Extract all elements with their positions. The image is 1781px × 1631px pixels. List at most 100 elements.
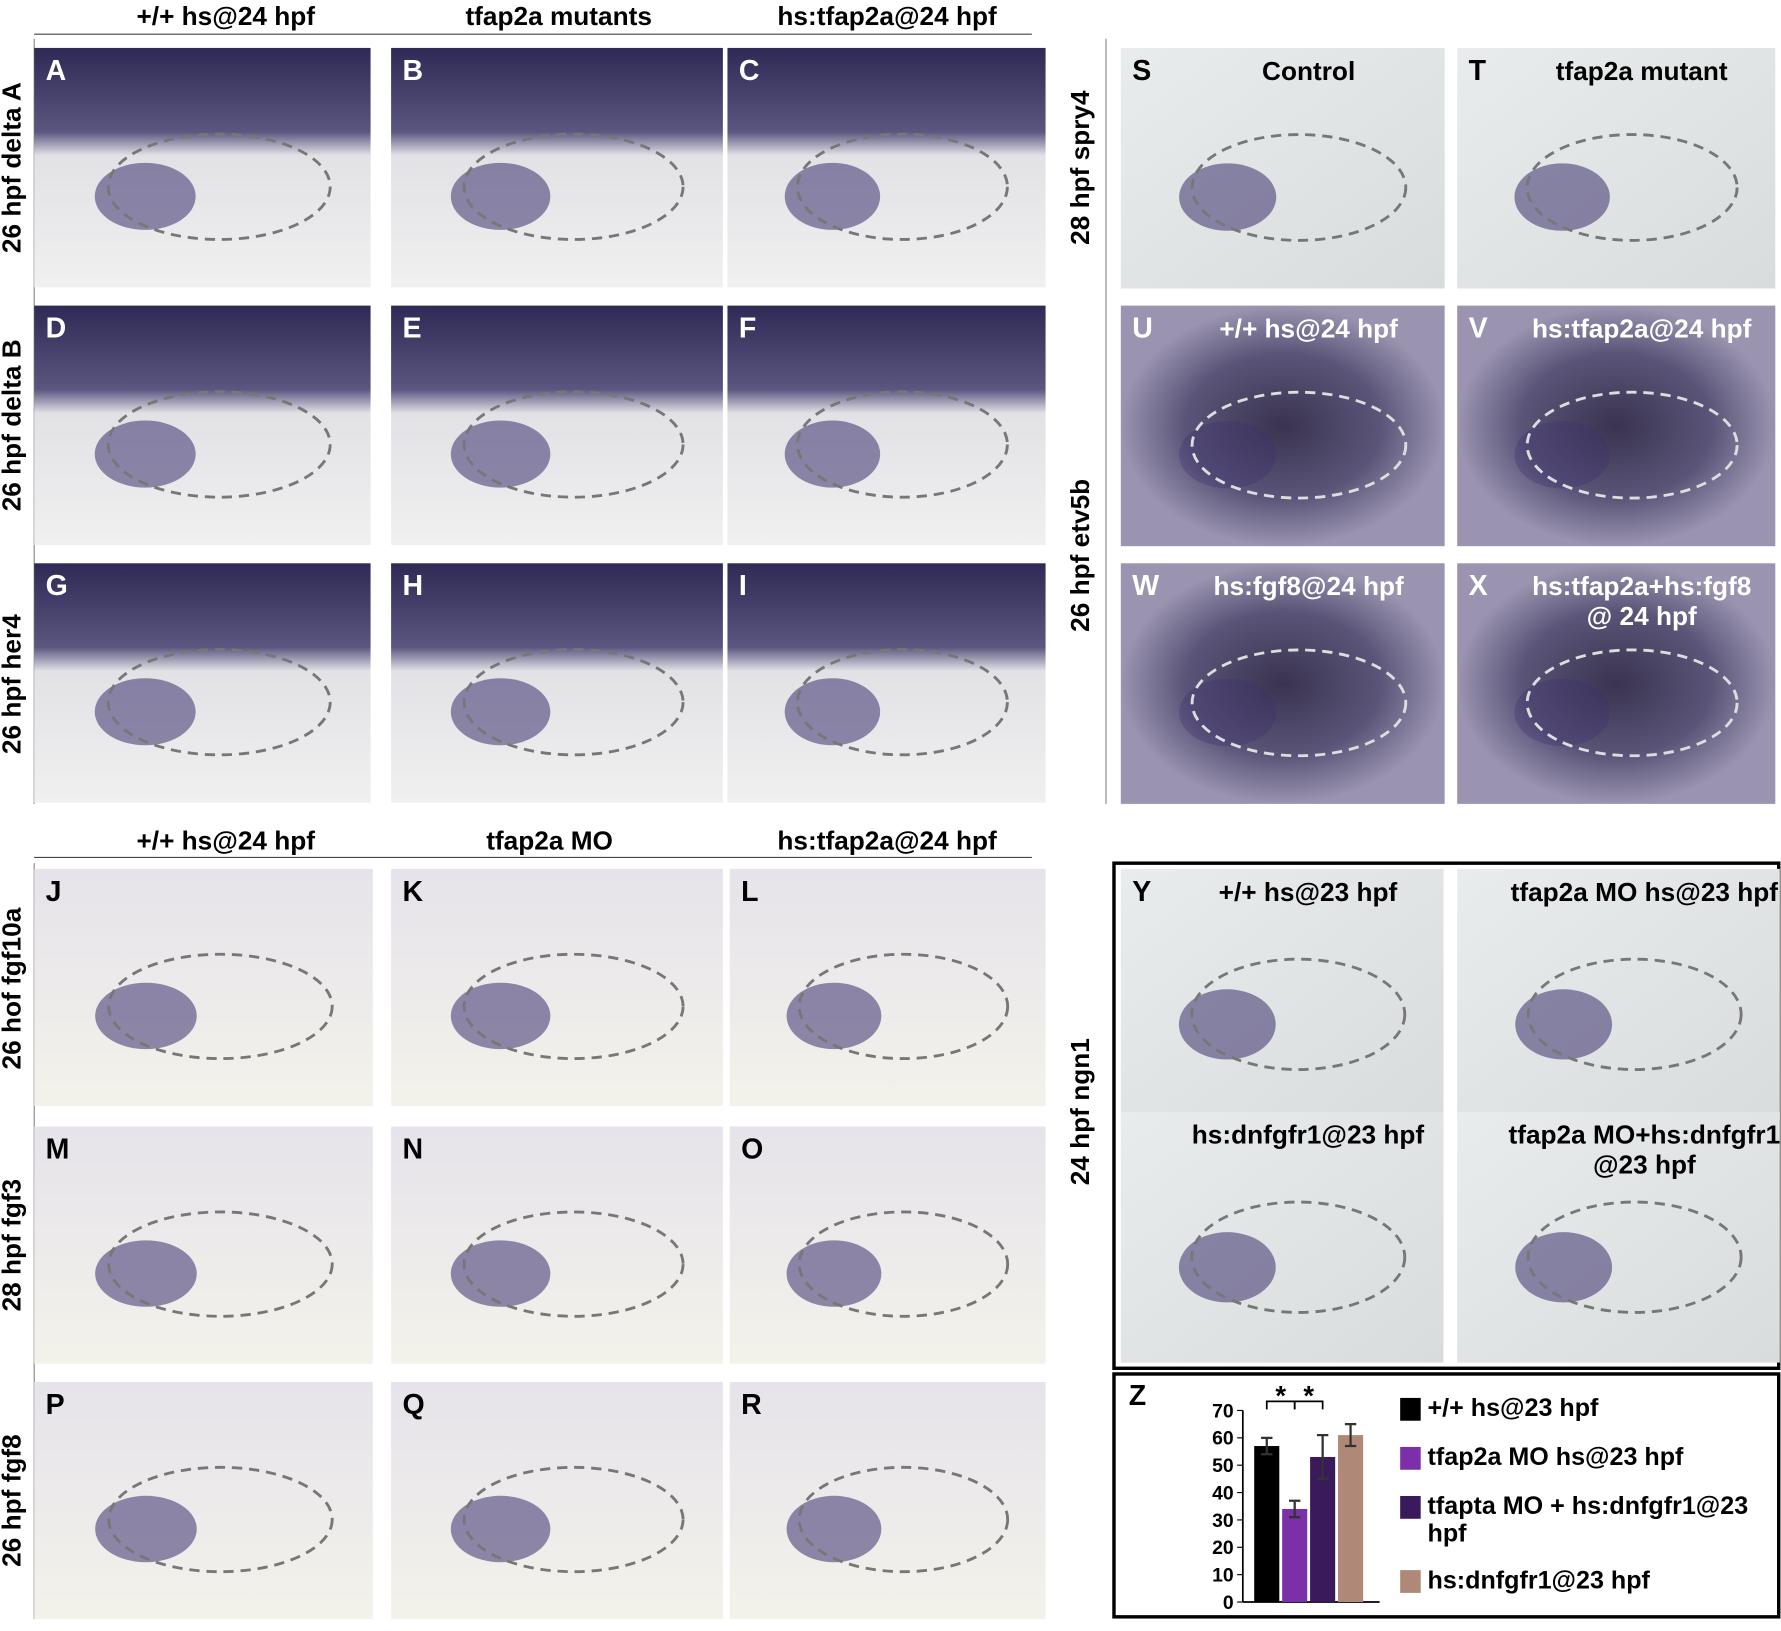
micrograph <box>1120 563 1445 804</box>
micrograph <box>391 305 723 546</box>
stain <box>450 420 551 488</box>
legend-entry: +/+ hs@23 hpf <box>1427 1394 1599 1422</box>
panel-letter: K <box>402 876 423 908</box>
stain <box>450 1495 551 1563</box>
panel-letter: D <box>46 313 67 345</box>
panel-letter: Q <box>402 1389 424 1421</box>
legend-swatch <box>1400 1446 1421 1470</box>
legend-swatch <box>1400 1570 1421 1593</box>
otic-vesicle-outline <box>1525 390 1739 500</box>
y-tick-label: 60 <box>1212 1428 1234 1450</box>
micrograph <box>1457 1111 1780 1363</box>
y-tick-label: 0 <box>1223 1592 1234 1614</box>
micrograph <box>34 1126 373 1364</box>
stain <box>786 982 882 1050</box>
micrograph <box>391 47 723 288</box>
otic-vesicle-outline <box>107 952 334 1061</box>
stain <box>1178 1232 1276 1303</box>
significance-bracket <box>1293 1400 1324 1410</box>
stain <box>1178 989 1276 1060</box>
error-bar <box>1289 1499 1301 1519</box>
error-bar <box>1316 1433 1329 1481</box>
panel-letter: R <box>741 1389 762 1421</box>
otic-vesicle-outline <box>1525 133 1739 242</box>
otic-vesicle-outline <box>1190 957 1407 1071</box>
row-label: 26 hpf etv5b <box>1065 479 1095 632</box>
otic-vesicle-outline <box>107 1465 334 1574</box>
micrograph <box>729 868 1046 1107</box>
otic-vesicle-outline <box>1526 1200 1743 1314</box>
micrograph <box>34 868 373 1107</box>
stain <box>450 982 551 1050</box>
legend-entry: hs:dnfgfr1@23 hpf <box>1427 1566 1650 1595</box>
significance-mark: * <box>1303 1380 1314 1411</box>
legend-label: tfapta MO + hs:dnfgfr1@23 hpf <box>1427 1492 1749 1548</box>
legend-swatch <box>1400 1495 1421 1519</box>
y-tick-label: 10 <box>1212 1564 1234 1586</box>
error-bar <box>1261 1436 1273 1456</box>
chart-frame <box>1112 1372 1781 1619</box>
panel-letter: B <box>402 55 423 87</box>
panel-letter: W <box>1132 570 1159 602</box>
micrograph <box>727 305 1046 546</box>
otic-vesicle-outline <box>462 1465 685 1574</box>
row-label: 26 hof fgf10a <box>0 907 27 1069</box>
otic-vesicle-outline <box>796 648 1009 757</box>
stain <box>784 162 881 230</box>
micrograph <box>34 563 371 803</box>
column-header: tfap2a mutants <box>465 1 651 31</box>
otic-vesicle-outline <box>1525 648 1739 758</box>
column-header: hs:tfap2a@24 hpf <box>777 1 997 31</box>
legend-label: hs:dnfgfr1@23 hpf <box>1427 1566 1650 1595</box>
stain <box>1514 678 1610 747</box>
stain <box>95 982 197 1050</box>
stain <box>450 162 551 230</box>
row-label: 26 hpf her4 <box>0 614 27 754</box>
micrograph <box>1120 1111 1444 1363</box>
panel-caption: hs:tfap2a@24 hpf <box>1532 314 1752 344</box>
micrograph <box>729 1126 1046 1364</box>
panel-caption: Control <box>1262 56 1355 86</box>
stain <box>94 420 196 488</box>
micrograph <box>1120 868 1444 1120</box>
column-header: +/+ hs@24 hpf <box>136 825 315 855</box>
stain <box>450 1240 551 1307</box>
row-label: 26 hpf delta A <box>0 82 27 253</box>
panel-caption: tfap2a MO hs@23 hpf <box>1511 877 1779 907</box>
otic-vesicle-outline <box>106 648 332 757</box>
micrograph <box>1120 47 1445 289</box>
row-label: 24 hpf ngn1 <box>1065 1038 1095 1185</box>
panel-letter: T <box>1469 55 1487 87</box>
y-tick-label: 70 <box>1212 1400 1234 1422</box>
micrograph <box>727 563 1046 803</box>
bar <box>1338 1435 1364 1603</box>
micrograph <box>1120 305 1445 547</box>
legend-entry: tfapta MO + hs:dnfgfr1@23 hpf <box>1427 1492 1749 1548</box>
panel-letter: V <box>1469 313 1488 345</box>
panel-letter: M <box>46 1133 70 1165</box>
y-tick-label: 20 <box>1212 1537 1234 1559</box>
legend-label: +/+ hs@23 hpf <box>1427 1394 1599 1422</box>
micrograph <box>1457 305 1776 547</box>
y-tick-label: 50 <box>1212 1455 1234 1477</box>
otic-vesicle-outline <box>107 1210 334 1318</box>
stain <box>1179 678 1277 747</box>
panel-caption: +/+ hs@24 hpf <box>1219 314 1398 344</box>
otic-vesicle-outline <box>1190 133 1408 242</box>
micrograph <box>727 47 1046 288</box>
panel-letter: O <box>741 1133 763 1165</box>
stain <box>784 678 881 746</box>
y-tick-label: 30 <box>1212 1510 1234 1532</box>
stain <box>786 1240 882 1307</box>
stain <box>1514 421 1610 489</box>
panel-letter: E <box>402 313 421 345</box>
bar <box>1282 1508 1308 1603</box>
panel-caption: hs:dnfgfr1@23 hpf <box>1192 1120 1425 1150</box>
stain <box>95 1495 197 1563</box>
panel-letter: U <box>1132 313 1153 345</box>
panel-caption: hs:fgf8@24 hpf <box>1214 571 1404 601</box>
panel-caption: tfap2a mutant <box>1556 56 1728 86</box>
panel-caption: @23 hpf <box>1593 1149 1696 1179</box>
otic-vesicle-outline <box>1190 390 1408 500</box>
